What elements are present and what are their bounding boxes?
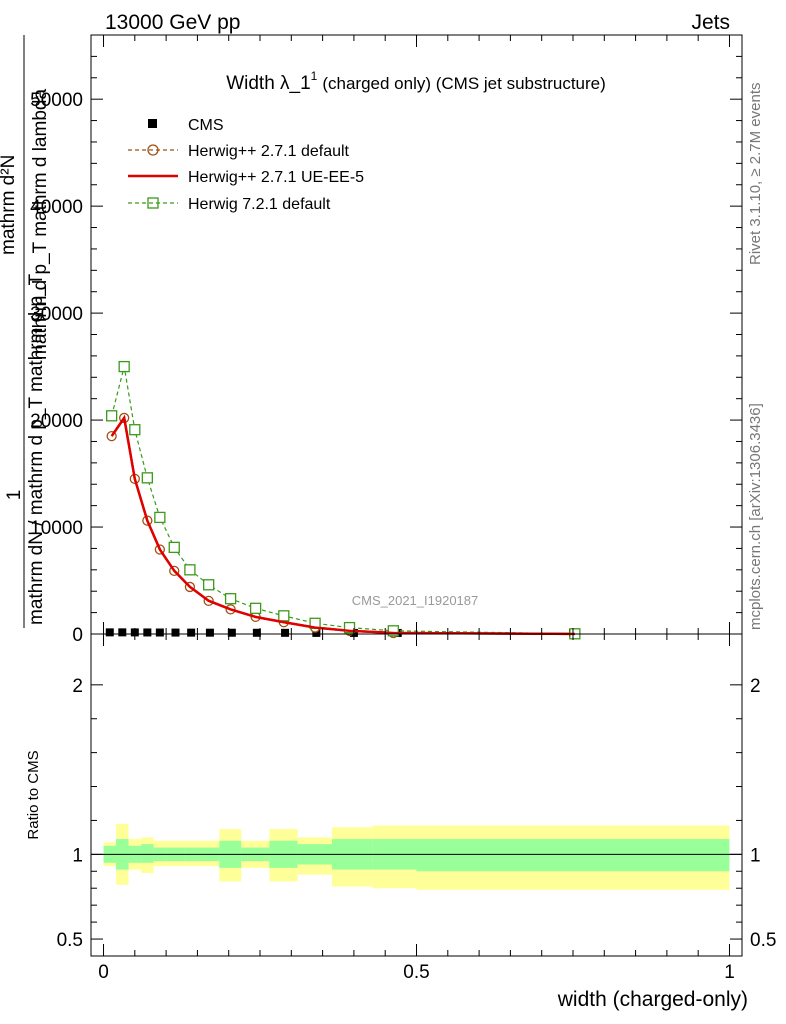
- series-herwig7-point: [203, 579, 215, 591]
- legend-herwig7-marker: [147, 197, 159, 209]
- legend-item-herwig7: Herwig 7.2.1 default: [128, 196, 331, 213]
- ratio-y-tick-label-right: 2: [750, 676, 761, 697]
- main-y-label-line-4: mathrm d p_T mathrm d lambda: [30, 89, 51, 360]
- legend-herwigpp-default-marker: [147, 144, 159, 156]
- ratio-y-tick-label: 1: [72, 845, 83, 866]
- main-y-tick-label: 10000: [30, 518, 83, 539]
- ratio-bands: [103, 823, 730, 890]
- chart-title: Width λ_11 (charged only) (CMS jet substr…: [226, 69, 606, 94]
- series-herwig7-point: [141, 472, 153, 484]
- ratio-y-tick-label: 2: [72, 676, 83, 697]
- main-series: [105, 360, 581, 640]
- main-y-axis: 0 10000 20000 30000 40000 50000: [30, 55, 742, 646]
- legend-cms-marker: [148, 119, 157, 128]
- series-cms-point: [312, 628, 321, 637]
- series-cms-point: [187, 628, 196, 637]
- series-cms-point: [143, 628, 152, 637]
- series-cms-point: [105, 628, 114, 637]
- series-herwig7-point: [168, 541, 180, 554]
- main-y-tick-label: 20000: [30, 411, 83, 432]
- chart-title-suffix: (charged only) (CMS jet substructure): [322, 74, 605, 93]
- x-tick-label: 0: [98, 962, 109, 983]
- main-y-tick-label: 0: [72, 625, 83, 646]
- ratio-x-axis: 0 0.5 1: [98, 634, 735, 983]
- series-herwig7-point: [118, 360, 130, 373]
- watermark: CMS_2021_I1920187: [352, 593, 479, 608]
- series-herwig7-point: [106, 410, 118, 422]
- x-tick-label: 0.5: [403, 962, 429, 983]
- series-herwigpp-default-line: [111, 416, 575, 635]
- ratio-y-axis: 0.5 0.5 1 1 2 2: [57, 676, 777, 951]
- main-y-label-line-1: 1: [4, 490, 25, 501]
- main-y-label: 1 mathrm dN / mathrm d p_T mathrm d p_T …: [0, 35, 51, 628]
- main-y-label-line-3: mathrm d²N: [0, 155, 19, 255]
- series-cms-point: [281, 628, 290, 637]
- series-herwigpp-ueee5-line-top: [110, 414, 575, 636]
- ratio-y-tick-label-right: 0.5: [750, 930, 776, 951]
- mcplots-label: mcplots.cern.ch [arXiv:1306.3436]: [747, 403, 764, 630]
- legend-item-herwigpp-default: Herwig++ 2.7.1 default: [128, 143, 350, 160]
- series-herwig7-point: [278, 610, 290, 622]
- legend-cms-label: CMS: [188, 117, 224, 134]
- legend-item-cms: CMS: [148, 117, 224, 134]
- ratio-y-tick-label: 0.5: [57, 930, 83, 951]
- series-herwig7-point: [387, 625, 399, 637]
- main-x-axis: [103, 35, 730, 634]
- series-cms-point: [155, 628, 164, 637]
- legend-herwig7-label: Herwig 7.2.1 default: [188, 196, 331, 213]
- main-y-tick-label: 50000: [30, 90, 83, 111]
- header-right: Jets: [691, 11, 730, 34]
- series-cms-point: [205, 628, 214, 637]
- main-panel: CMS_2021_I1920187 0 10000 20000 30000 40000 5…: [0, 34, 743, 646]
- chart-title-main: Width λ_1: [226, 73, 310, 94]
- legend-herwigpp-default-label: Herwig++ 2.7.1 default: [188, 143, 350, 160]
- rivet-label: Rivet 3.1.10, ≥ 2.7M events: [747, 83, 764, 266]
- ratio-inner-band: [141, 844, 154, 863]
- ratio-inner-band: [416, 839, 730, 872]
- series-cms-point: [227, 628, 236, 637]
- series-herwigpp-ueee5-line: [110, 414, 575, 636]
- series-herwig7-point: [249, 602, 262, 614]
- series-herwig7-point: [129, 424, 141, 436]
- series-herwig7-line: [111, 366, 575, 635]
- series-herwig7-point: [224, 593, 237, 605]
- chart-title-sup: 1: [311, 69, 318, 83]
- main-y-tick-label: 30000: [30, 304, 83, 325]
- ratio-frame: [90, 633, 743, 957]
- series-herwig7-point: [343, 621, 356, 634]
- ratio-y-label: Ratio to CMS: [25, 750, 42, 839]
- series-herwig7-point: [154, 511, 166, 524]
- legend: CMS Herwig++ 2.7.1 default Herwig++ 2.7.…: [128, 117, 364, 213]
- x-axis-label: width (charged-only): [557, 988, 748, 1011]
- main-y-tick-label: 40000: [30, 197, 83, 218]
- legend-herwigpp-ueee5-label: Herwig++ 2.7.1 UE-EE-5: [188, 169, 364, 186]
- ratio-y-tick-label-right: 1: [750, 845, 761, 866]
- series-cms-point: [252, 628, 261, 637]
- main-y-label-line-2: mathrm dN / mathrm d p_T mathrm d p_T: [26, 273, 47, 625]
- ratio-panel: 0.5 0.51 12 2 0 0.5 1 Ratio to CMS width (cha…: [25, 633, 777, 1011]
- series-cms-point: [118, 628, 127, 637]
- legend-item-herwigpp-ueee5: Herwig++ 2.7.1 UE-EE-5: [128, 169, 364, 186]
- header-left: 13000 GeV pp: [105, 11, 240, 34]
- series-cms-point: [171, 628, 180, 637]
- series-herwig7-point: [184, 564, 196, 576]
- x-tick-label: 1: [724, 962, 735, 983]
